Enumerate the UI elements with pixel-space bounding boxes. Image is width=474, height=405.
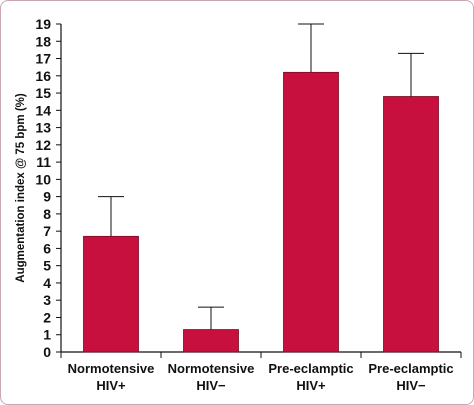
y-tick-label: 8 (43, 206, 51, 222)
y-tick-label: 14 (35, 102, 51, 118)
y-tick-label: 9 (43, 189, 51, 205)
y-tick-label: 15 (35, 85, 51, 101)
y-tick-label: 10 (35, 171, 51, 187)
category-label: HIV+ (96, 378, 126, 393)
y-tick-label: 12 (35, 137, 51, 153)
bar (383, 96, 439, 353)
y-tick-label: 1 (43, 327, 51, 343)
category-label: HIV− (196, 378, 226, 393)
category-label: Pre-eclamptic (368, 361, 453, 376)
bars (83, 23, 439, 353)
y-tick-label: 13 (35, 120, 51, 136)
category-label: Normotensive (68, 361, 155, 376)
y-tick-label: 6 (43, 240, 51, 256)
bar (283, 71, 339, 353)
y-axis-label: Augmentation index @ 75 bpm (%) (15, 93, 27, 283)
y-tick-label: 17 (35, 51, 51, 67)
y-tick-label: 3 (43, 292, 51, 308)
y-tick-label: 18 (35, 33, 51, 49)
y-tick-label: 0 (43, 344, 51, 360)
category-label: Normotensive (168, 361, 255, 376)
category-label: HIV+ (296, 378, 326, 393)
y-tick-label: 2 (43, 309, 51, 325)
y-tick-label: 4 (43, 275, 51, 291)
y-tick-label: 11 (36, 154, 51, 170)
bar (83, 235, 139, 353)
x-categories: Normotensive HIV+ Normotensive HIV− Pre-ecla… (68, 361, 454, 393)
y-tick-label: 7 (43, 223, 51, 239)
y-tick-label: 19 (35, 16, 51, 32)
bar (183, 329, 239, 353)
category-label: HIV− (396, 378, 426, 393)
category-label: Pre-eclamptic (268, 361, 353, 376)
y-tick-label: 16 (35, 68, 51, 84)
y-tick-label: 5 (43, 258, 51, 274)
